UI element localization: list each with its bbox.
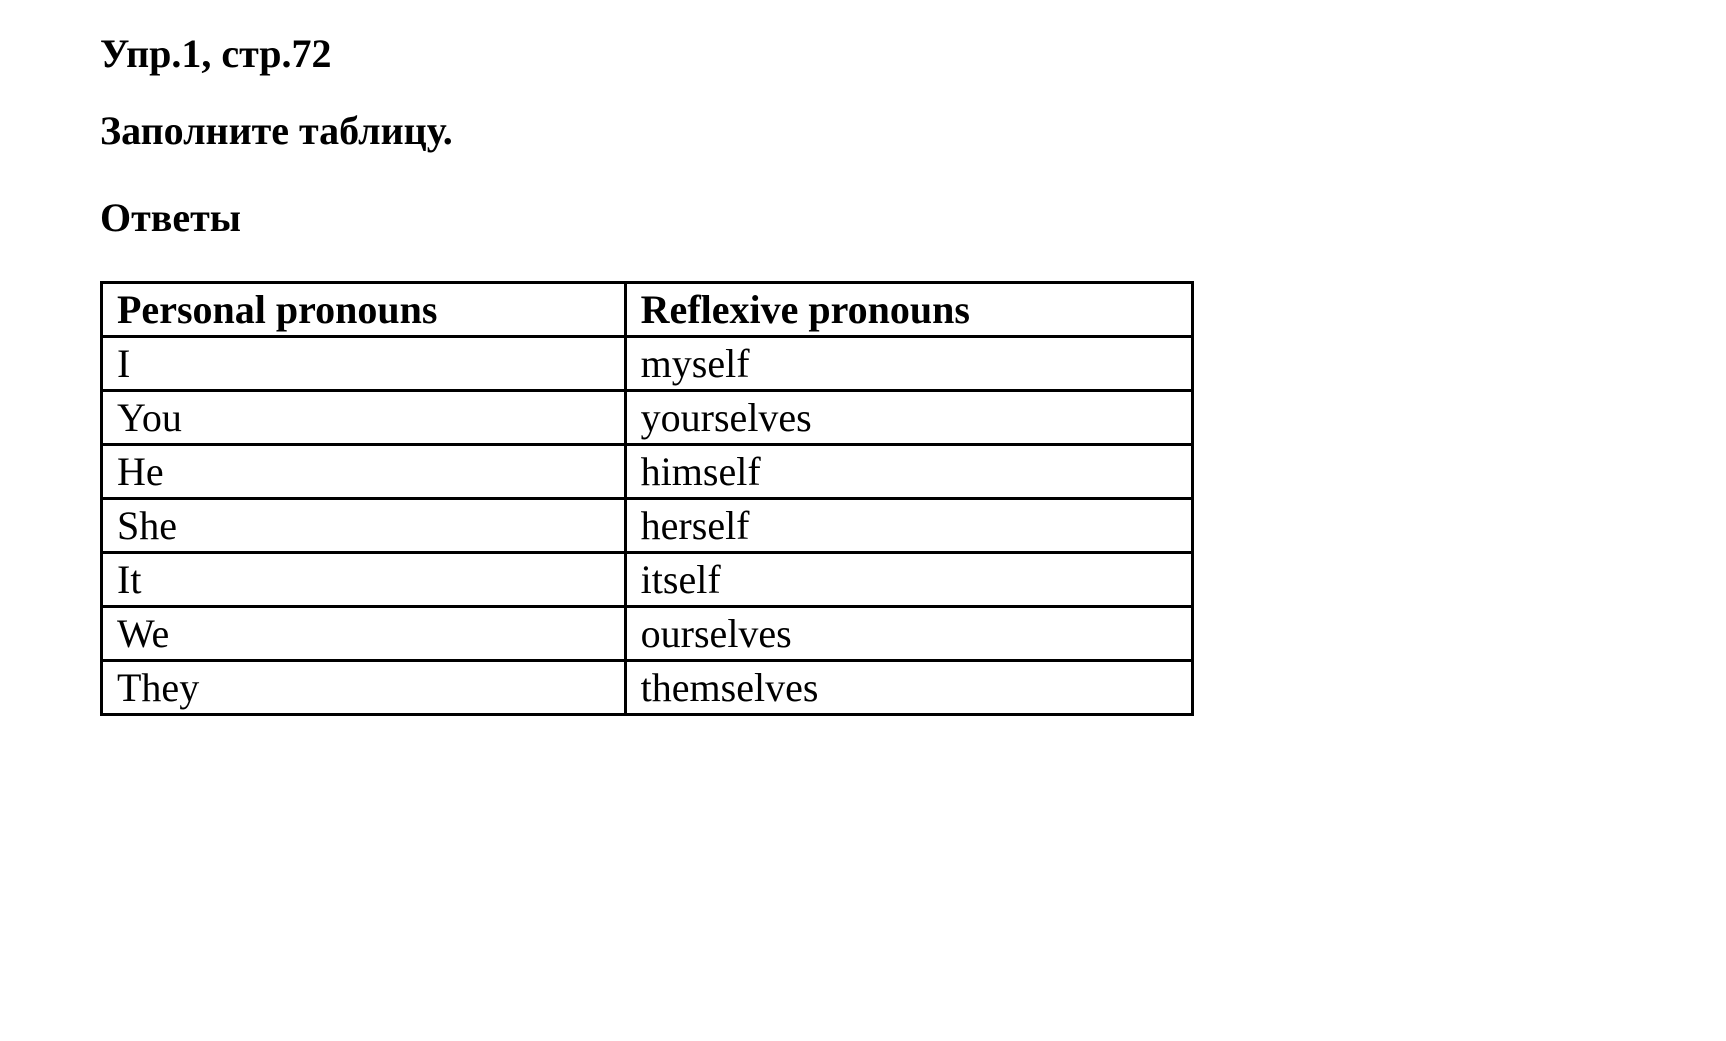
table-row: She herself [102, 499, 1193, 553]
cell-reflexive: himself [625, 445, 1192, 499]
cell-personal: She [102, 499, 626, 553]
cell-personal: I [102, 337, 626, 391]
table-row: We ourselves [102, 607, 1193, 661]
table-row: He himself [102, 445, 1193, 499]
cell-reflexive: ourselves [625, 607, 1192, 661]
table-header-row: Personal pronouns Reflexive pronouns [102, 283, 1193, 337]
cell-reflexive: myself [625, 337, 1192, 391]
table-row: You yourselves [102, 391, 1193, 445]
table-row: I myself [102, 337, 1193, 391]
cell-personal: It [102, 553, 626, 607]
instruction-text: Заполните таблицу. [100, 107, 1626, 154]
table-row: They themselves [102, 661, 1193, 715]
header-reflexive: Reflexive pronouns [625, 283, 1192, 337]
cell-personal: We [102, 607, 626, 661]
header-personal: Personal pronouns [102, 283, 626, 337]
cell-personal: You [102, 391, 626, 445]
answers-label: Ответы [100, 194, 1626, 241]
cell-personal: They [102, 661, 626, 715]
cell-reflexive: herself [625, 499, 1192, 553]
table-row: It itself [102, 553, 1193, 607]
cell-reflexive: yourselves [625, 391, 1192, 445]
cell-reflexive: itself [625, 553, 1192, 607]
cell-personal: He [102, 445, 626, 499]
cell-reflexive: themselves [625, 661, 1192, 715]
exercise-heading: Упр.1, стр.72 [100, 30, 1626, 77]
pronouns-table: Personal pronouns Reflexive pronouns I m… [100, 281, 1194, 716]
